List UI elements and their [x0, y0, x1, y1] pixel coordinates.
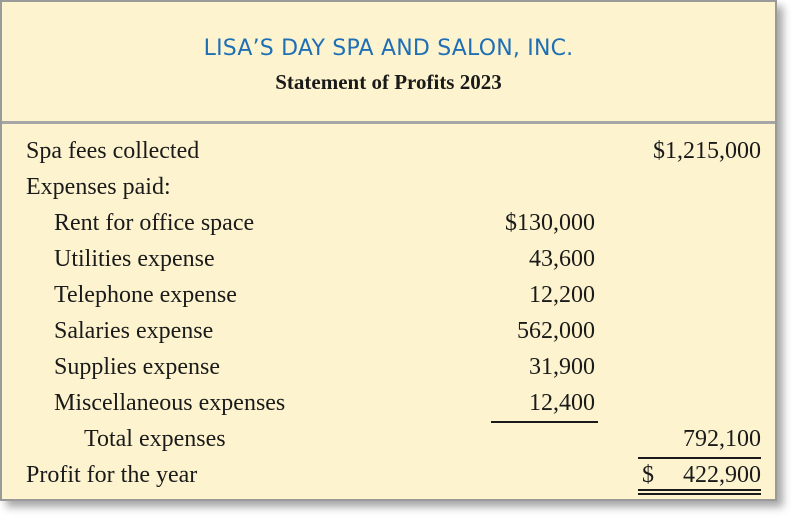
row-salaries: Salaries expense 562,000: [2, 314, 775, 350]
row-label: Rent for office space: [54, 210, 255, 236]
expense-amount: 562,000: [517, 318, 595, 344]
row-rent: Rent for office space $130,000: [2, 206, 775, 242]
row-label: Miscellaneous expenses: [54, 390, 286, 416]
row-utilities: Utilities expense 43,600: [2, 242, 775, 278]
row-label: Telephone expense: [54, 282, 237, 308]
row-profit: Profit for the year $ 422,900: [2, 458, 775, 494]
row-label: Expenses paid:: [26, 174, 171, 200]
expense-amount: 43,600: [529, 246, 595, 272]
company-name: LISA’S DAY SPA AND SALON, INC.: [203, 36, 574, 61]
row-label: Salaries expense: [54, 318, 214, 344]
double-rule-top: [638, 489, 761, 491]
currency-symbol: $: [642, 462, 654, 488]
double-rule-bottom: [638, 493, 761, 495]
total-amount: 792,100: [683, 426, 761, 452]
row-label: Total expenses: [84, 426, 226, 452]
row-label: Profit for the year: [26, 462, 198, 488]
row-expenses-heading: Expenses paid:: [2, 170, 775, 206]
row-spa-fees: Spa fees collected $1,215,000: [2, 134, 775, 170]
profit-amount: 422,900: [683, 462, 761, 488]
row-total-expenses: Total expenses 792,100: [2, 422, 775, 458]
row-supplies: Supplies expense 31,900: [2, 350, 775, 386]
row-label: Supplies expense: [54, 354, 220, 380]
expense-amount: 12,400: [529, 390, 595, 416]
subtotal-rule: [491, 421, 598, 423]
expense-amount: 12,200: [529, 282, 595, 308]
total-amount: $1,215,000: [653, 138, 761, 164]
expense-amount: $130,000: [505, 210, 595, 236]
row-label: Spa fees collected: [26, 138, 200, 164]
row-label: Utilities expense: [54, 246, 215, 272]
expense-amount: 31,900: [529, 354, 595, 380]
income-statement: LISA’S DAY SPA AND SALON, INC. Statement…: [0, 0, 777, 501]
row-telephone: Telephone expense 12,200: [2, 278, 775, 314]
statement-header: LISA’S DAY SPA AND SALON, INC. Statement…: [2, 2, 775, 121]
header-divider: [2, 121, 775, 124]
statement-title: Statement of Profits 2023: [275, 70, 502, 94]
total-rule: [638, 457, 761, 459]
row-miscellaneous: Miscellaneous expenses 12,400: [2, 386, 775, 422]
